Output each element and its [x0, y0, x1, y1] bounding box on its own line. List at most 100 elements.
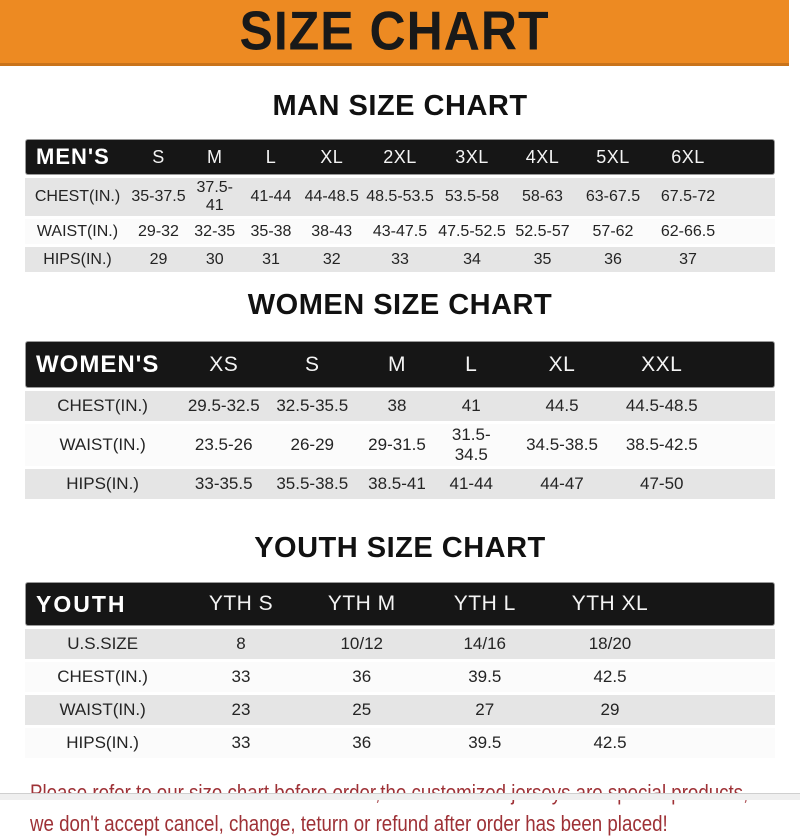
size-column-header: XL — [505, 341, 619, 388]
size-column-header: XS — [180, 341, 268, 388]
size-column-header: 2XL — [364, 139, 436, 175]
size-value-cell: 36 — [301, 662, 422, 692]
row-label: WAIST(IN.) — [25, 424, 181, 466]
row-label: CHEST(IN.) — [25, 662, 181, 692]
size-value-cell: 36 — [577, 247, 649, 272]
size-value-cell: 36 — [301, 728, 422, 758]
size-value-cell: 31 — [242, 247, 300, 272]
men-table-title: MEN'S — [25, 139, 130, 175]
size-value-cell: 25 — [301, 695, 422, 725]
row-label: HIPS(IN.) — [25, 469, 181, 499]
men-hips-row: HIPS(IN.) 29 30 31 32 33 34 35 36 37 — [25, 247, 775, 272]
size-value-cell: 41-44 — [242, 178, 300, 216]
size-value-cell: 43-47.5 — [364, 219, 436, 244]
row-label: WAIST(IN.) — [25, 219, 130, 244]
size-value-cell: 57-62 — [577, 219, 649, 244]
size-value-cell: 27 — [421, 695, 548, 725]
size-value-cell: 29 — [130, 247, 187, 272]
size-value-cell: 35-37.5 — [130, 178, 187, 216]
size-value-cell: 38-43 — [299, 219, 364, 244]
women-waist-row: WAIST(IN.) 23.5-26 26-29 29-31.5 31.5-34… — [25, 424, 775, 466]
size-value-cell: 37.5-41 — [187, 178, 243, 216]
table-spacer — [705, 391, 775, 421]
table-spacer — [705, 341, 775, 388]
size-value-cell: 58-63 — [508, 178, 577, 216]
size-value-cell: 41-44 — [436, 469, 506, 499]
size-value-cell: 26-29 — [267, 424, 358, 466]
size-column-header: S — [130, 139, 187, 175]
youth-header-row: YOUTH YTH S YTH M YTH L YTH XL — [25, 582, 775, 626]
size-value-cell: 38.5-42.5 — [618, 424, 706, 466]
size-value-cell: 48.5-53.5 — [364, 178, 436, 216]
size-value-cell: 14/16 — [421, 629, 548, 659]
size-value-cell: 10/12 — [301, 629, 422, 659]
size-column-header: L — [436, 341, 506, 388]
table-spacer — [672, 695, 775, 725]
youth-waist-row: WAIST(IN.) 23 25 27 29 — [25, 695, 775, 725]
size-column-header: 5XL — [577, 139, 649, 175]
women-header-row: WOMEN'S XS S M L XL XXL — [25, 341, 775, 388]
row-label: HIPS(IN.) — [25, 247, 130, 272]
women-hips-row: HIPS(IN.) 33-35.5 35.5-38.5 38.5-41 41-4… — [25, 469, 775, 499]
size-value-cell: 63-67.5 — [577, 178, 649, 216]
banner-title: SIZE CHART — [239, 0, 550, 62]
size-value-cell: 32.5-35.5 — [267, 391, 358, 421]
size-value-cell: 37 — [649, 247, 727, 272]
size-value-cell: 35.5-38.5 — [267, 469, 358, 499]
women-chest-row: CHEST(IN.) 29.5-32.5 32.5-35.5 38 41 44.… — [25, 391, 775, 421]
size-value-cell: 33 — [180, 728, 302, 758]
size-value-cell: 35-38 — [242, 219, 300, 244]
size-value-cell: 34.5-38.5 — [505, 424, 619, 466]
table-spacer — [672, 582, 775, 626]
size-chart-banner: SIZE CHART — [0, 0, 789, 66]
table-spacer — [726, 219, 775, 244]
table-spacer — [672, 728, 775, 758]
size-value-cell: 38 — [357, 391, 437, 421]
size-value-cell: 23 — [180, 695, 302, 725]
row-label: HIPS(IN.) — [25, 728, 181, 758]
size-value-cell: 35 — [508, 247, 577, 272]
size-value-cell: 29.5-32.5 — [180, 391, 268, 421]
size-column-header: 4XL — [508, 139, 577, 175]
row-label: CHEST(IN.) — [25, 391, 181, 421]
table-spacer — [705, 469, 775, 499]
size-value-cell: 62-66.5 — [649, 219, 727, 244]
men-header-row: MEN'S S M L XL 2XL 3XL 4XL 5XL 6XL — [25, 139, 775, 175]
youth-chest-row: CHEST(IN.) 33 36 39.5 42.5 — [25, 662, 775, 692]
size-value-cell: 29 — [547, 695, 673, 725]
size-value-cell: 33 — [364, 247, 436, 272]
youth-hips-row: HIPS(IN.) 33 36 39.5 42.5 — [25, 728, 775, 758]
size-column-header: M — [357, 341, 437, 388]
size-value-cell: 47-50 — [618, 469, 706, 499]
size-value-cell: 23.5-26 — [180, 424, 268, 466]
size-column-header: L — [242, 139, 300, 175]
size-value-cell: 47.5-52.5 — [436, 219, 508, 244]
size-value-cell: 39.5 — [421, 662, 548, 692]
size-value-cell: 8 — [180, 629, 302, 659]
size-value-cell: 44-48.5 — [299, 178, 364, 216]
size-column-header: YTH S — [180, 582, 302, 626]
row-label: U.S.SIZE — [25, 629, 181, 659]
men-section-heading: MAN SIZE CHART — [272, 90, 528, 122]
men-size-table: MEN'S S M L XL 2XL 3XL 4XL 5XL 6XL CHEST… — [25, 136, 775, 275]
table-spacer — [705, 424, 775, 466]
size-column-header: YTH L — [421, 582, 548, 626]
size-value-cell: 32 — [299, 247, 364, 272]
table-spacer — [672, 629, 775, 659]
size-value-cell: 32-35 — [187, 219, 243, 244]
size-column-header: 3XL — [436, 139, 508, 175]
women-size-table: WOMEN'S XS S M L XL XXL CHEST(IN.) 29.5-… — [25, 338, 775, 502]
size-value-cell: 33 — [180, 662, 302, 692]
women-section-heading: WOMEN SIZE CHART — [247, 289, 553, 321]
size-value-cell: 30 — [187, 247, 243, 272]
size-value-cell: 18/20 — [547, 629, 673, 659]
size-column-header: YTH XL — [547, 582, 673, 626]
size-value-cell: 53.5-58 — [436, 178, 508, 216]
men-chest-row: CHEST(IN.) 35-37.5 37.5-41 41-44 44-48.5… — [25, 178, 775, 216]
size-column-header: XL — [299, 139, 364, 175]
size-column-header: S — [267, 341, 358, 388]
size-column-header: XXL — [618, 341, 706, 388]
size-value-cell: 44-47 — [505, 469, 619, 499]
youth-ussize-row: U.S.SIZE 8 10/12 14/16 18/20 — [25, 629, 775, 659]
size-value-cell: 42.5 — [547, 728, 673, 758]
